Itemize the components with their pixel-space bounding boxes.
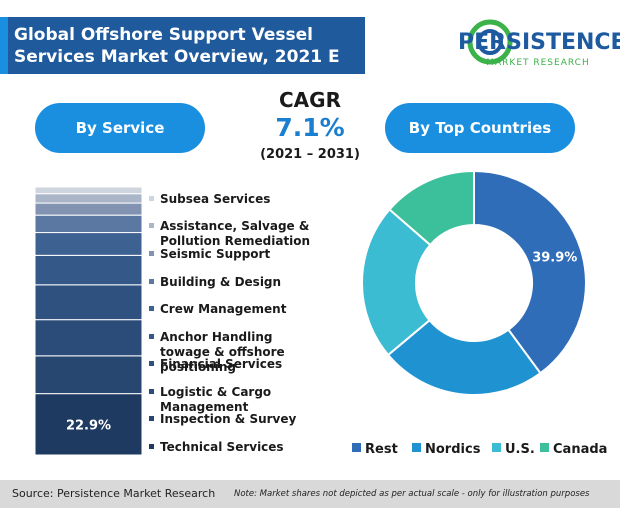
bar-segment	[34, 319, 143, 357]
country-pill	[385, 103, 575, 153]
legend-marker	[149, 279, 154, 284]
donut-slice	[473, 169, 587, 375]
bar-segment	[34, 355, 143, 395]
bar-segment	[34, 284, 143, 321]
legend-marker	[352, 443, 361, 452]
footer-bar	[0, 480, 620, 508]
logo-name: PERSISTENCE	[458, 30, 620, 55]
legend-label: U.S.	[505, 442, 535, 457]
value-label: 22.9%	[66, 418, 111, 433]
service-title: By Service	[75, 119, 165, 137]
legend-marker	[149, 196, 154, 201]
value-label: 39.9%	[532, 250, 577, 265]
logo-globe	[467, 19, 513, 65]
legend-marker	[149, 223, 154, 228]
bar-segment	[34, 214, 143, 234]
legend-marker	[149, 416, 154, 421]
logo-tagline: MARKET RESEARCH	[486, 58, 590, 68]
bar-segment	[34, 254, 143, 286]
legend-label: Inspection & Survey	[160, 412, 297, 426]
legend-label: Canada	[553, 442, 607, 457]
legend-label: Rest	[365, 442, 398, 457]
logo-globe-inner	[477, 29, 503, 55]
legend-marker	[149, 251, 154, 256]
cagr-label: CAGR	[279, 88, 341, 112]
cagr-period: (2021 – 2031)	[260, 147, 360, 162]
legend-label: Assistance, Salvage & Pollution Remediat…	[160, 219, 311, 248]
bar-segment	[34, 393, 143, 456]
donut-slice	[386, 318, 542, 396]
title-banner	[0, 17, 365, 74]
legend-marker	[412, 443, 421, 452]
donut-slice	[388, 169, 475, 247]
legend-label: Nordics	[425, 442, 481, 457]
legend-marker	[540, 443, 549, 452]
bar-segment	[34, 193, 143, 204]
legend-marker	[149, 306, 154, 311]
title-accent	[0, 17, 8, 74]
legend-marker	[149, 389, 154, 394]
legend-label: Technical Services	[160, 440, 284, 454]
cagr-value: 7.1%	[275, 113, 345, 142]
legend-marker	[492, 443, 501, 452]
bar-segment	[34, 232, 143, 256]
country-title: By Top Countries	[408, 119, 552, 137]
bar-segment	[34, 186, 143, 195]
bar-segment	[34, 202, 143, 216]
legend-marker	[149, 444, 154, 449]
title: Global Offshore Support Vessel Services …	[14, 25, 340, 67]
legend-label: Seismic Support	[160, 247, 271, 261]
note: Note: Market shares not depicted as per …	[234, 489, 590, 499]
legend-label: Anchor Handling towage & offshore positi…	[160, 330, 285, 374]
legend-label: Crew Management	[160, 302, 287, 316]
legend-label: Financial Services	[160, 357, 283, 371]
legend-label: Subsea Services	[160, 192, 271, 206]
service-pill	[35, 103, 205, 153]
legend-label: Logistic & Cargo Management	[160, 385, 272, 414]
legend-label: Building & Design	[160, 275, 282, 289]
donut-slice	[361, 208, 432, 357]
legend-marker	[149, 361, 154, 366]
legend-marker	[149, 334, 154, 339]
source: Source: Persistence Market Research	[12, 487, 216, 500]
